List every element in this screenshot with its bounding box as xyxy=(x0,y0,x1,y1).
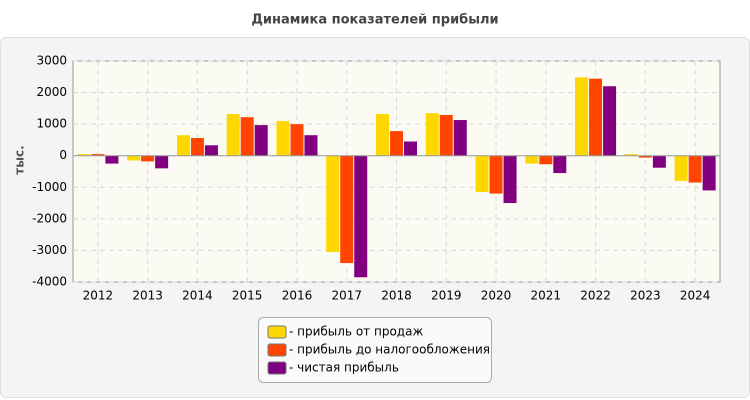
x-tick-label: 2021 xyxy=(531,289,562,303)
y-tick-label: 2000 xyxy=(36,85,67,99)
y-axis-label: тыс. xyxy=(13,145,27,174)
bar xyxy=(304,135,318,156)
bar xyxy=(553,155,567,174)
chart-title: Динамика показателей прибыли xyxy=(251,13,498,28)
legend-swatch xyxy=(267,343,287,357)
bar xyxy=(404,141,417,156)
bar xyxy=(539,155,553,165)
x-tick-label: 2015 xyxy=(232,289,263,303)
legend xyxy=(258,317,492,383)
bar xyxy=(652,155,666,168)
y-tick-label: -2000 xyxy=(32,211,67,225)
bar xyxy=(453,120,467,156)
bar xyxy=(624,154,638,156)
legend-label: - прибыль до налогообложения xyxy=(289,343,490,357)
x-tick-label: 2014 xyxy=(182,289,213,303)
bar xyxy=(276,120,290,156)
bar xyxy=(127,155,141,161)
y-tick-label: -1000 xyxy=(32,180,67,194)
bar xyxy=(425,113,439,156)
bar xyxy=(340,155,354,264)
x-tick-label: 2012 xyxy=(83,289,114,303)
bar xyxy=(503,155,517,204)
legend-label: - прибыль от продаж xyxy=(289,325,423,339)
bar xyxy=(354,155,368,278)
x-tick-label: 2022 xyxy=(580,289,611,303)
bar xyxy=(226,114,240,156)
bar xyxy=(638,155,652,158)
x-tick-label: 2018 xyxy=(381,289,412,303)
bar xyxy=(176,135,190,156)
bar xyxy=(290,124,304,156)
x-tick-label: 2013 xyxy=(132,289,163,303)
bar xyxy=(575,77,589,156)
bar xyxy=(190,138,204,156)
x-tick-label: 2017 xyxy=(331,289,362,303)
legend-swatch xyxy=(267,325,287,339)
y-tick-label: -4000 xyxy=(32,275,67,289)
bar xyxy=(326,155,340,253)
bar xyxy=(489,155,503,194)
x-tick-label: 2024 xyxy=(680,289,711,303)
bar xyxy=(77,154,91,156)
bar xyxy=(240,117,254,156)
bar xyxy=(603,86,617,156)
bar xyxy=(525,155,539,164)
y-tick-label: -3000 xyxy=(32,243,67,257)
bar xyxy=(390,131,403,156)
legend-label: - чистая прибыль xyxy=(289,361,399,375)
bar xyxy=(674,155,688,181)
bar xyxy=(155,155,169,169)
x-tick-label: 2019 xyxy=(431,289,462,303)
bar xyxy=(688,155,702,183)
x-tick-label: 2020 xyxy=(481,289,512,303)
bar xyxy=(204,145,218,156)
bar xyxy=(141,155,155,162)
x-tick-label: 2023 xyxy=(630,289,661,303)
bar xyxy=(91,154,105,156)
bar xyxy=(439,114,453,156)
y-tick-label: 0 xyxy=(59,148,67,162)
y-tick-label: 3000 xyxy=(36,54,67,68)
bar xyxy=(589,78,603,156)
bar xyxy=(702,155,716,191)
bar xyxy=(254,125,268,156)
legend-swatch xyxy=(267,361,287,375)
bar xyxy=(475,155,489,193)
y-tick-label: 1000 xyxy=(36,117,67,131)
x-tick-label: 2016 xyxy=(282,289,313,303)
bar xyxy=(376,114,389,156)
bar xyxy=(105,155,119,164)
